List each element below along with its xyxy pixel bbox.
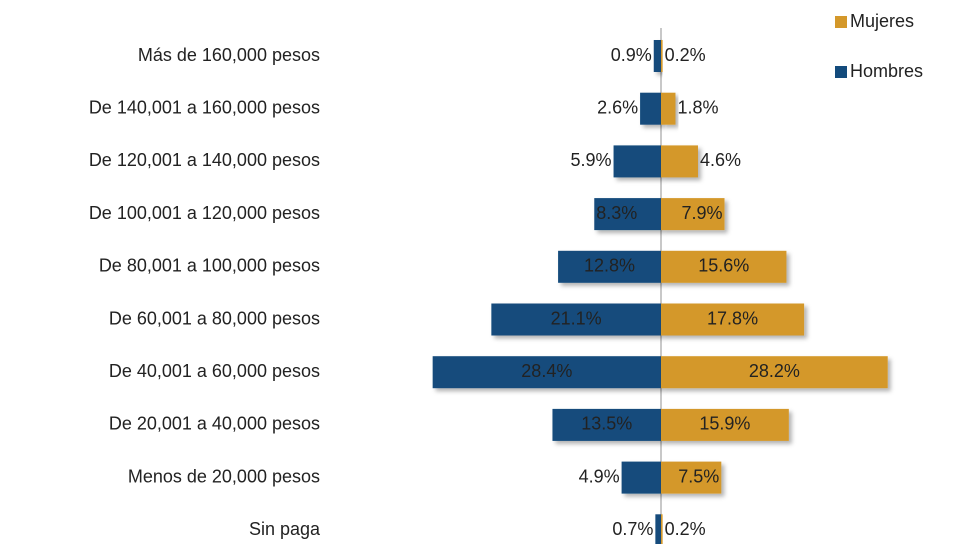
category-label: De 120,001 a 140,000 pesos bbox=[89, 150, 320, 170]
value-label: 5.9% bbox=[571, 150, 612, 170]
bar bbox=[661, 250, 787, 283]
bar bbox=[621, 461, 661, 494]
value-label: 28.2% bbox=[749, 361, 800, 381]
bar bbox=[491, 303, 661, 336]
bar bbox=[661, 461, 722, 494]
value-label: 2.6% bbox=[597, 97, 638, 117]
value-label: 15.6% bbox=[698, 256, 749, 276]
bar bbox=[661, 198, 725, 231]
value-label: 12.8% bbox=[584, 256, 635, 276]
category-label: Sin paga bbox=[249, 519, 321, 539]
bar bbox=[661, 40, 663, 72]
bar bbox=[432, 356, 661, 389]
legend-label: Mujeres bbox=[850, 11, 914, 31]
category-label: De 40,001 a 60,000 pesos bbox=[109, 361, 320, 381]
category-label: De 20,001 a 40,000 pesos bbox=[109, 414, 320, 434]
value-label: 28.4% bbox=[521, 361, 572, 381]
legend-swatch bbox=[835, 16, 847, 28]
value-label: 4.9% bbox=[579, 466, 620, 486]
value-label: 8.3% bbox=[596, 203, 637, 223]
value-label: 4.6% bbox=[700, 150, 741, 170]
category-label: De 100,001 a 120,000 pesos bbox=[89, 203, 320, 223]
bar bbox=[661, 303, 805, 336]
value-label: 21.1% bbox=[551, 308, 602, 328]
value-label: 0.9% bbox=[611, 45, 652, 65]
category-label: De 140,001 a 160,000 pesos bbox=[89, 97, 320, 117]
category-label: De 60,001 a 80,000 pesos bbox=[109, 308, 320, 328]
bar bbox=[655, 514, 661, 544]
legend-label: Hombres bbox=[850, 61, 923, 81]
value-label: 0.2% bbox=[665, 519, 706, 539]
bar bbox=[661, 145, 698, 178]
value-label: 17.8% bbox=[707, 308, 758, 328]
bar bbox=[613, 145, 661, 178]
value-label: 7.9% bbox=[681, 203, 722, 223]
value-label: 15.9% bbox=[699, 414, 750, 434]
value-label: 0.7% bbox=[612, 519, 653, 539]
bar bbox=[661, 408, 789, 441]
bar bbox=[653, 40, 661, 72]
bar bbox=[661, 514, 663, 544]
value-label: 0.2% bbox=[665, 45, 706, 65]
value-label: 13.5% bbox=[581, 414, 632, 434]
bar bbox=[661, 92, 676, 125]
bar bbox=[552, 408, 661, 441]
value-label: 7.5% bbox=[678, 466, 719, 486]
value-label: 1.8% bbox=[677, 97, 718, 117]
bar bbox=[594, 198, 661, 231]
bar bbox=[661, 356, 888, 389]
bar bbox=[640, 92, 661, 125]
legend-swatch bbox=[835, 66, 847, 78]
category-label: Menos de 20,000 pesos bbox=[128, 466, 320, 486]
category-label: De 80,001 a 100,000 pesos bbox=[99, 256, 320, 276]
category-label: Más de 160,000 pesos bbox=[138, 45, 320, 65]
bar bbox=[558, 250, 661, 283]
